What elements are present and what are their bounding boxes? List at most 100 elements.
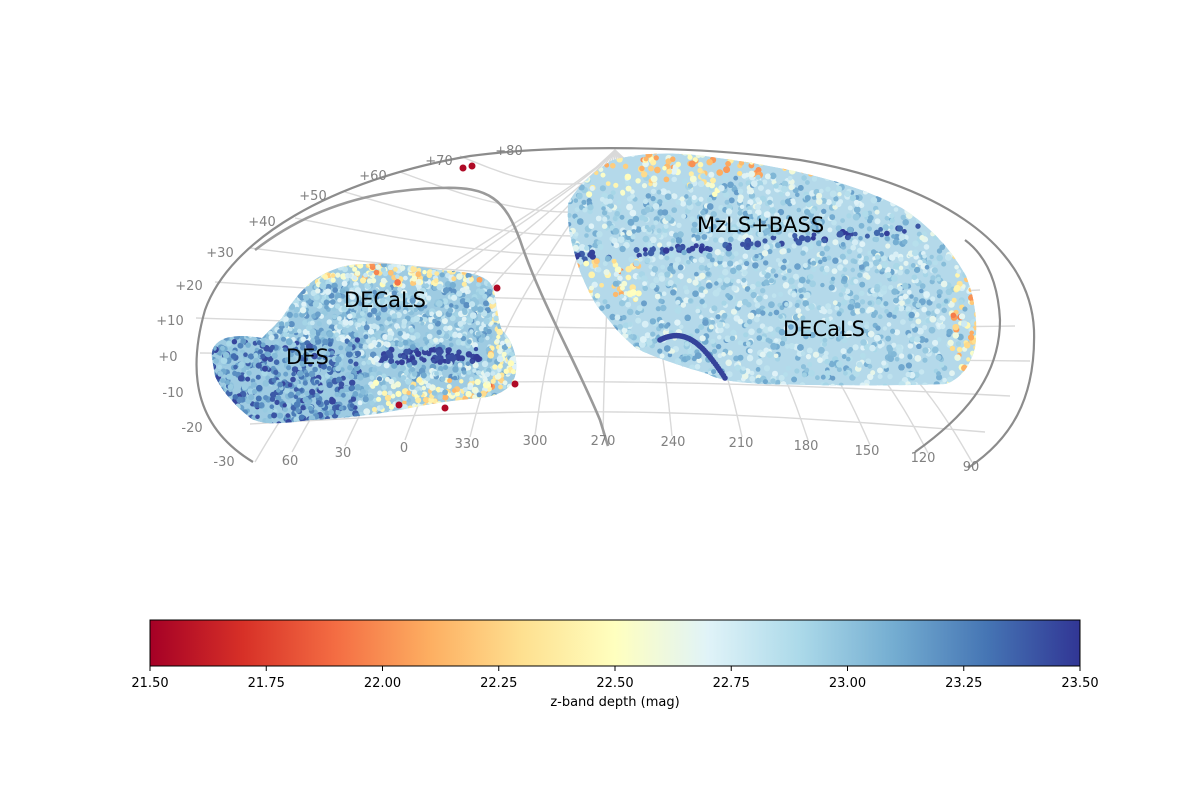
depth-pixel — [908, 202, 915, 209]
depth-pixel — [433, 337, 439, 343]
depth-pixel — [203, 346, 208, 351]
depth-pixel — [698, 196, 704, 202]
depth-pixel — [244, 272, 250, 278]
depth-pixel — [844, 162, 850, 169]
depth-pixel — [218, 387, 223, 392]
depth-pixel — [505, 389, 510, 394]
depth-pixel — [218, 389, 225, 397]
depth-pixel — [251, 277, 258, 284]
depth-pixel — [465, 390, 472, 398]
depth-pixel — [794, 153, 800, 159]
depth-pixel — [969, 155, 975, 162]
depth-pixel — [335, 356, 342, 363]
south-footprint — [203, 263, 517, 424]
depth-pixel — [481, 360, 489, 368]
depth-pixel — [494, 263, 501, 267]
depth-pixel — [894, 357, 900, 362]
depth-pixel — [243, 286, 248, 292]
depth-pixel — [456, 273, 463, 280]
depth-pixel — [299, 414, 305, 420]
depth-pixel — [222, 405, 228, 410]
depth-pixel — [264, 263, 269, 269]
depth-pixel — [852, 259, 858, 265]
depth-pixel — [478, 337, 485, 343]
depth-pixel — [452, 332, 458, 338]
depth-pixel — [238, 320, 244, 326]
depth-pixel — [492, 263, 498, 266]
depth-pixel — [913, 164, 918, 170]
depth-pixel — [211, 310, 214, 316]
depth-pixel — [397, 330, 403, 337]
depth-pixel — [435, 263, 442, 267]
depth-pixel — [578, 308, 585, 314]
depth-pixel — [509, 304, 515, 311]
depth-pixel — [479, 411, 486, 418]
depth-pixel — [490, 378, 496, 384]
depth-pixel — [404, 371, 409, 376]
depth-pixel — [269, 404, 275, 410]
depth-pixel — [422, 336, 428, 342]
depth-pixel — [441, 263, 447, 264]
depth-pixel — [217, 364, 222, 370]
depth-pixel — [577, 156, 583, 162]
depth-pixel — [218, 263, 226, 270]
depth-pixel — [738, 259, 743, 264]
depth-pixel — [937, 197, 942, 202]
depth-pixel — [845, 157, 852, 164]
depth-pixel — [569, 311, 574, 317]
depth-pixel — [212, 387, 218, 393]
depth-pixel — [239, 413, 247, 421]
depth-pixel — [349, 379, 356, 386]
depth-pixel — [838, 292, 844, 298]
depth-pixel — [375, 417, 382, 424]
depth-pixel — [973, 356, 977, 363]
depth-pixel — [436, 283, 444, 291]
depth-pixel — [639, 165, 645, 172]
depth-pixel — [278, 263, 283, 267]
depth-pixel — [507, 360, 515, 367]
depth-pixel — [975, 219, 977, 226]
depth-pixel — [755, 367, 761, 372]
depth-pixel — [489, 264, 496, 271]
depth-pixel — [494, 266, 501, 273]
depth-pixel — [832, 257, 839, 264]
depth-pixel — [620, 189, 626, 195]
depth-pixel — [512, 279, 517, 287]
depth-pixel — [290, 342, 297, 348]
depth-pixel — [217, 335, 223, 340]
depth-pixel — [579, 327, 586, 334]
depth-pixel — [401, 395, 408, 401]
depth-pixel — [463, 302, 470, 309]
depth-pixel — [929, 221, 935, 227]
depth-pixel — [212, 414, 219, 420]
depth-pixel — [211, 263, 217, 270]
depth-pixel — [481, 402, 487, 407]
depth-pixel — [381, 373, 387, 379]
depth-pixel — [307, 263, 314, 269]
depth-pixel — [710, 338, 716, 344]
depth-pixel — [241, 306, 246, 312]
depth-pixel — [305, 267, 311, 274]
depth-pixel — [302, 319, 309, 326]
depth-pixel — [728, 197, 735, 204]
depth-pixel — [457, 362, 463, 368]
depth-pixel — [423, 397, 428, 403]
depth-pixel — [366, 278, 373, 284]
depth-pixel — [395, 390, 402, 397]
depth-pixel — [956, 163, 962, 168]
depth-pixel — [955, 226, 962, 234]
depth-pixel — [230, 324, 237, 331]
depth-pixel — [753, 316, 760, 323]
depth-pixel — [504, 422, 509, 424]
depth-pixel — [811, 176, 818, 182]
depth-pixel — [878, 171, 883, 176]
depth-pixel — [488, 404, 494, 410]
depth-pixel — [436, 263, 442, 267]
depth-pixel — [954, 182, 961, 189]
depth-pixel — [960, 187, 966, 193]
depth-pixel — [877, 344, 883, 349]
depth-pixel — [232, 311, 238, 317]
depth-pixel — [402, 339, 409, 346]
depth-pixel — [749, 370, 755, 376]
depth-pixel — [504, 397, 511, 404]
